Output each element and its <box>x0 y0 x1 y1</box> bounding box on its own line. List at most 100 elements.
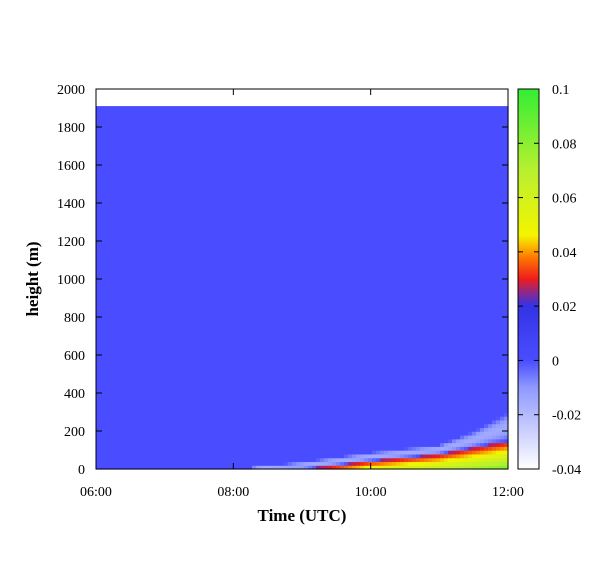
heatmap-cell <box>136 234 141 240</box>
heatmap-cell <box>192 397 197 402</box>
heatmap-cell <box>272 106 277 111</box>
heatmap-cell <box>108 230 113 236</box>
heatmap-cell <box>240 140 245 145</box>
heatmap-cell <box>280 397 285 402</box>
heatmap-cell <box>292 348 297 353</box>
heatmap-cell <box>200 344 205 349</box>
heatmap-cell <box>224 419 229 425</box>
heatmap-cell <box>176 170 181 175</box>
heatmap-cell <box>132 113 137 119</box>
heatmap-cell <box>228 151 233 156</box>
heatmap-cell <box>208 461 213 466</box>
heatmap-cell <box>180 117 185 122</box>
heatmap-cell <box>276 370 281 376</box>
heatmap-cell <box>204 268 209 274</box>
heatmap-cell <box>120 268 125 274</box>
heatmap-cell <box>232 257 237 262</box>
heatmap-cell <box>172 359 177 364</box>
heatmap-cell <box>112 340 117 345</box>
heatmap-cell <box>200 136 205 141</box>
heatmap-cell <box>112 234 117 240</box>
heatmap-cell <box>156 438 161 444</box>
heatmap-cell <box>232 253 237 258</box>
heatmap-cell <box>252 211 257 217</box>
heatmap-cell <box>176 385 181 391</box>
heatmap-cell <box>212 446 217 451</box>
heatmap-cell <box>240 374 245 379</box>
heatmap-cell <box>252 268 257 274</box>
heatmap-cell <box>212 348 217 353</box>
heatmap-cell <box>116 261 121 266</box>
heatmap-cell <box>184 453 189 459</box>
heatmap-cell <box>152 242 157 247</box>
heatmap-cell <box>216 147 221 153</box>
heatmap-cell <box>276 117 281 122</box>
heatmap-cell <box>200 189 205 194</box>
heatmap-cell <box>100 268 105 274</box>
heatmap-cell <box>116 431 121 436</box>
heatmap-cell <box>100 336 105 342</box>
heatmap-cell <box>256 272 261 277</box>
heatmap-cell <box>268 166 273 171</box>
heatmap-cell <box>164 193 169 198</box>
heatmap-cell <box>196 140 201 145</box>
heatmap-cell <box>264 174 269 179</box>
heatmap-cell <box>276 249 281 255</box>
heatmap-cell <box>252 298 257 304</box>
heatmap-cell <box>208 215 213 221</box>
heatmap-cell <box>260 261 265 266</box>
heatmap-cell <box>212 272 217 277</box>
heatmap-cell <box>156 215 161 221</box>
heatmap-cell <box>208 257 213 262</box>
heatmap-cell <box>124 113 129 119</box>
heatmap-cell <box>196 461 201 466</box>
heatmap-cell <box>204 363 209 368</box>
heatmap-cell <box>176 336 181 342</box>
heatmap-cell <box>252 253 257 258</box>
heatmap-cell <box>128 317 133 323</box>
heatmap-cell <box>128 193 133 198</box>
heatmap-cell <box>236 336 241 342</box>
heatmap-cell <box>292 238 297 243</box>
heatmap-cell <box>284 374 289 379</box>
heatmap-cell <box>176 310 181 315</box>
heatmap-cell <box>292 442 297 447</box>
heatmap-cell <box>272 257 277 262</box>
heatmap-cell <box>136 147 141 153</box>
heatmap-cell <box>236 208 241 213</box>
heatmap-cell <box>224 291 229 296</box>
heatmap-cell <box>300 385 305 391</box>
heatmap-cell <box>100 457 105 463</box>
heatmap-cell <box>100 340 105 345</box>
heatmap-cell <box>148 166 153 171</box>
heatmap-cell <box>236 427 241 432</box>
heatmap-cell <box>100 438 105 444</box>
heatmap-cell <box>224 143 229 149</box>
heatmap-cell <box>280 140 285 145</box>
heatmap-cell <box>200 438 205 444</box>
heatmap-cell <box>200 151 205 156</box>
heatmap-cell <box>160 385 165 391</box>
heatmap-cell <box>116 295 121 300</box>
heatmap-cell <box>228 196 233 202</box>
heatmap-cell <box>232 363 237 368</box>
heatmap-cell <box>300 155 305 160</box>
heatmap-cell <box>188 382 193 387</box>
heatmap-cell <box>196 389 201 394</box>
heatmap-cell <box>152 106 157 111</box>
heatmap-cell <box>152 272 157 277</box>
heatmap-cell <box>152 363 157 368</box>
heatmap-cell <box>200 204 205 209</box>
heatmap-cell <box>96 397 101 402</box>
heatmap-cell <box>144 416 149 421</box>
heatmap-cell <box>172 404 177 410</box>
heatmap-cell <box>264 366 269 372</box>
heatmap-cell <box>184 461 189 466</box>
heatmap-cell <box>288 465 293 470</box>
heatmap-cell <box>260 325 265 330</box>
heatmap-cell <box>272 344 277 349</box>
heatmap-cell <box>108 438 113 444</box>
heatmap-cell <box>268 351 273 357</box>
heatmap-cell <box>240 317 245 323</box>
heatmap-cell <box>264 397 269 402</box>
